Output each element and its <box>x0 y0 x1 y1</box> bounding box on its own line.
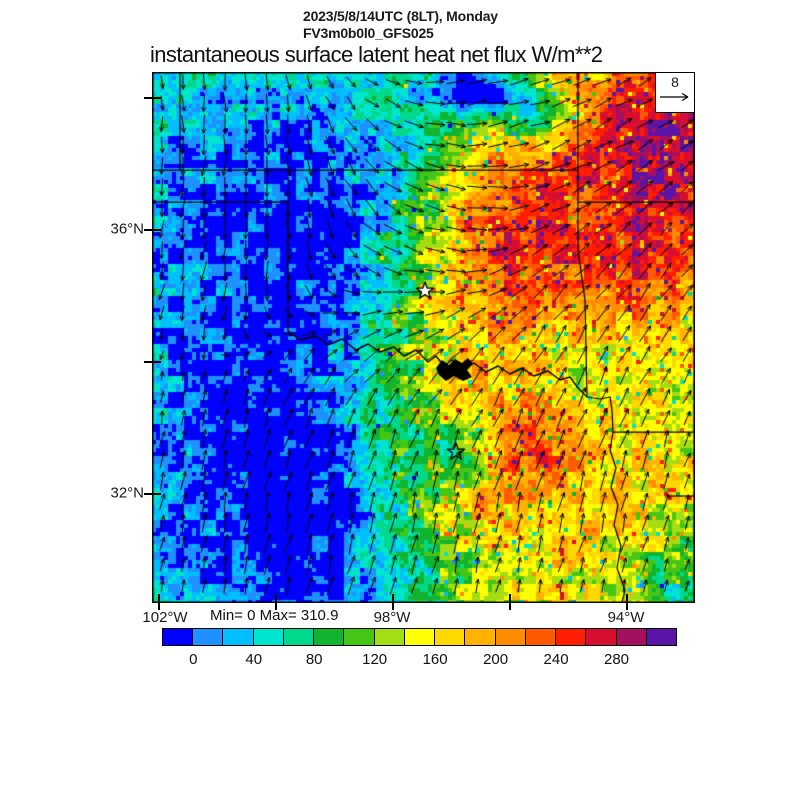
colorbar-tick-label: 80 <box>305 651 323 668</box>
lat-tick-mark <box>144 229 161 231</box>
colorbar-tick-label: 40 <box>245 651 263 668</box>
lon-tick-mark <box>275 594 277 610</box>
page-title: instantaneous surface latent heat net fl… <box>150 42 603 67</box>
colorbar-cell <box>555 628 587 646</box>
colorbar <box>162 628 677 646</box>
colorbar-tick-label: 120 <box>362 651 388 668</box>
minmax-readout: Min= 0 Max= 310.9 <box>210 607 339 624</box>
model-header: FV3m0b0l0_GFS025 <box>303 25 434 41</box>
colorbar-cell <box>373 628 405 646</box>
lon-tick-mark <box>509 594 511 610</box>
lat-axis-label: 36°N <box>110 220 144 238</box>
colorbar-tick-label: 160 <box>422 651 448 668</box>
wind-reference-box: 8 <box>655 72 695 113</box>
colorbar-tick-label: 200 <box>483 651 509 668</box>
colorbar-cell <box>434 628 466 646</box>
lon-tick-mark <box>158 594 160 610</box>
colorbar-cell <box>494 628 526 646</box>
lon-axis-label: 102°W <box>142 609 188 626</box>
colorbar-cell <box>162 628 194 646</box>
colorbar-cell <box>464 628 496 646</box>
colorbar-cell <box>343 628 375 646</box>
lat-tick-mark <box>144 361 161 363</box>
right-arrow-icon <box>660 92 689 102</box>
colorbar-cell <box>403 628 436 646</box>
colorbar-cell <box>645 628 677 646</box>
colorbar-cell <box>615 628 647 646</box>
lat-tick-mark <box>144 97 161 99</box>
wind-reference-value: 8 <box>671 74 679 90</box>
lon-axis-label: 98°W <box>373 609 411 626</box>
colorbar-tick-label: 240 <box>543 651 569 668</box>
colorbar-cell <box>222 628 254 646</box>
colorbar-cell <box>252 628 284 646</box>
map-area <box>152 72 695 603</box>
colorbar-tick-label: 280 <box>604 651 630 668</box>
lon-axis-label: 94°W <box>607 609 645 626</box>
colorbar-tick-label: 0 <box>189 651 198 668</box>
lon-tick-mark <box>392 594 394 610</box>
lon-tick-mark <box>626 594 628 610</box>
colorbar-cell <box>524 628 557 646</box>
colorbar-cell <box>313 628 345 646</box>
datetime-header: 2023/5/8/14UTC (8LT), Monday <box>303 8 498 24</box>
weather-map-canvas <box>152 72 695 603</box>
lat-tick-mark <box>144 493 161 495</box>
colorbar-cell <box>585 628 617 646</box>
colorbar-cell <box>192 628 224 646</box>
lat-axis-label: 32°N <box>110 484 144 502</box>
colorbar-cell <box>282 628 315 646</box>
